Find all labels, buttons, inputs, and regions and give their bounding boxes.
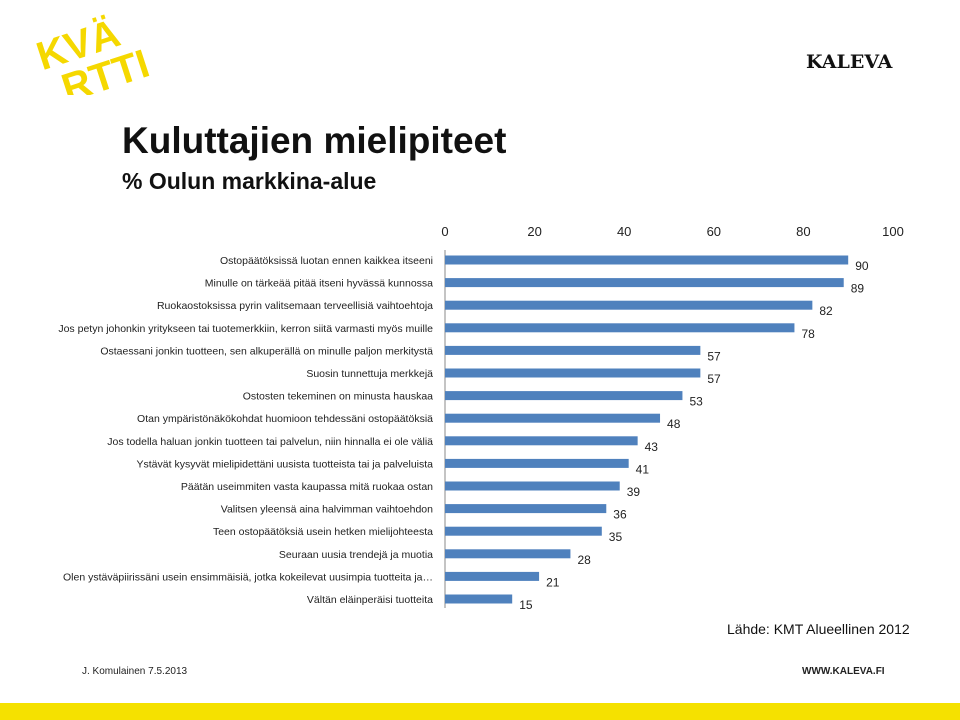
category-label: Valitsen yleensä aina halvimman vaihtoeh… <box>221 504 433 516</box>
data-label: 53 <box>689 395 703 409</box>
footer-website: WWW.KALEVA.FI <box>802 666 885 677</box>
bar <box>445 458 629 468</box>
category-label: Päätän useimmiten vasta kaupassa mitä ru… <box>181 481 433 493</box>
bar <box>445 278 844 288</box>
bar <box>445 391 683 401</box>
bar <box>445 549 571 559</box>
bar <box>445 504 607 514</box>
category-label: Suosin tunnettuja merkkejä <box>306 368 433 380</box>
category-label: Otan ympäristönäkökohdat huomioon tehdes… <box>137 413 433 425</box>
category-label: Ystävät kysyvät mielipidettäni uusista t… <box>137 458 434 470</box>
footer-author-date: J. Komulainen 7.5.2013 <box>82 666 188 677</box>
bar <box>445 255 849 265</box>
category-label: Ostosten tekeminen on minusta hauskaa <box>243 391 433 403</box>
x-tick-label: 100 <box>882 224 904 239</box>
bar <box>445 594 513 604</box>
category-label: Olen ystäväpiirissäni usein ensimmäisiä,… <box>63 571 433 583</box>
data-label: 48 <box>667 417 681 431</box>
kvartti-logo: KVÄ RTTI <box>31 11 154 95</box>
category-label: Vältän eläinperäisi tuotteita <box>307 594 433 606</box>
x-tick-label: 60 <box>707 224 721 239</box>
data-label: 90 <box>855 259 869 273</box>
data-label: 36 <box>613 508 627 522</box>
category-label: Ruokaostoksissa pyrin valitsemaan tervee… <box>157 300 433 312</box>
data-label: 21 <box>546 575 560 589</box>
data-label: 89 <box>851 282 865 296</box>
category-label: Ostaessani jonkin tuotteen, sen alkuperä… <box>100 345 433 357</box>
data-label: 43 <box>645 440 659 454</box>
x-tick-label: 20 <box>527 224 541 239</box>
x-tick-label: 0 <box>441 224 448 239</box>
category-label: Jos todella haluan jonkin tuotteen tai p… <box>107 436 433 448</box>
data-label: 28 <box>577 553 591 567</box>
data-label: 78 <box>801 327 815 341</box>
category-label: Ostopäätöksissä luotan ennen kaikkea its… <box>220 255 433 267</box>
bar <box>445 413 661 423</box>
x-tick-label: 40 <box>617 224 631 239</box>
data-label: 82 <box>819 304 833 318</box>
data-label: 57 <box>707 349 721 363</box>
page-subtitle: % Oulun markkina-alue <box>122 168 377 194</box>
data-label: 39 <box>627 485 641 499</box>
category-label: Minulle on tärkeää pitää itseni hyvässä … <box>205 278 433 290</box>
data-label: 35 <box>609 530 623 544</box>
bottom-color-strip <box>0 703 960 720</box>
x-tick-label: 80 <box>796 224 810 239</box>
kaleva-brand: KALEVA <box>806 51 893 73</box>
bar <box>445 300 813 310</box>
bar <box>445 571 540 581</box>
category-label: Jos petyn johonkin yritykseen tai tuotem… <box>58 323 433 335</box>
bar <box>445 526 602 536</box>
data-label: 57 <box>707 372 721 386</box>
bar <box>445 481 620 491</box>
category-label: Teen ostopäätöksiä usein hetken mielijoh… <box>213 526 433 538</box>
bar <box>445 436 638 446</box>
source-note: Lähde: KMT Alueellinen 2012 <box>727 621 910 637</box>
category-label: Seuraan uusia trendejä ja muotia <box>279 549 433 561</box>
bar <box>445 323 795 333</box>
data-label: 41 <box>636 462 650 476</box>
bar <box>445 368 701 378</box>
bar <box>445 345 701 355</box>
page-title: Kuluttajien mielipiteet <box>122 120 507 161</box>
data-label: 15 <box>519 598 533 612</box>
